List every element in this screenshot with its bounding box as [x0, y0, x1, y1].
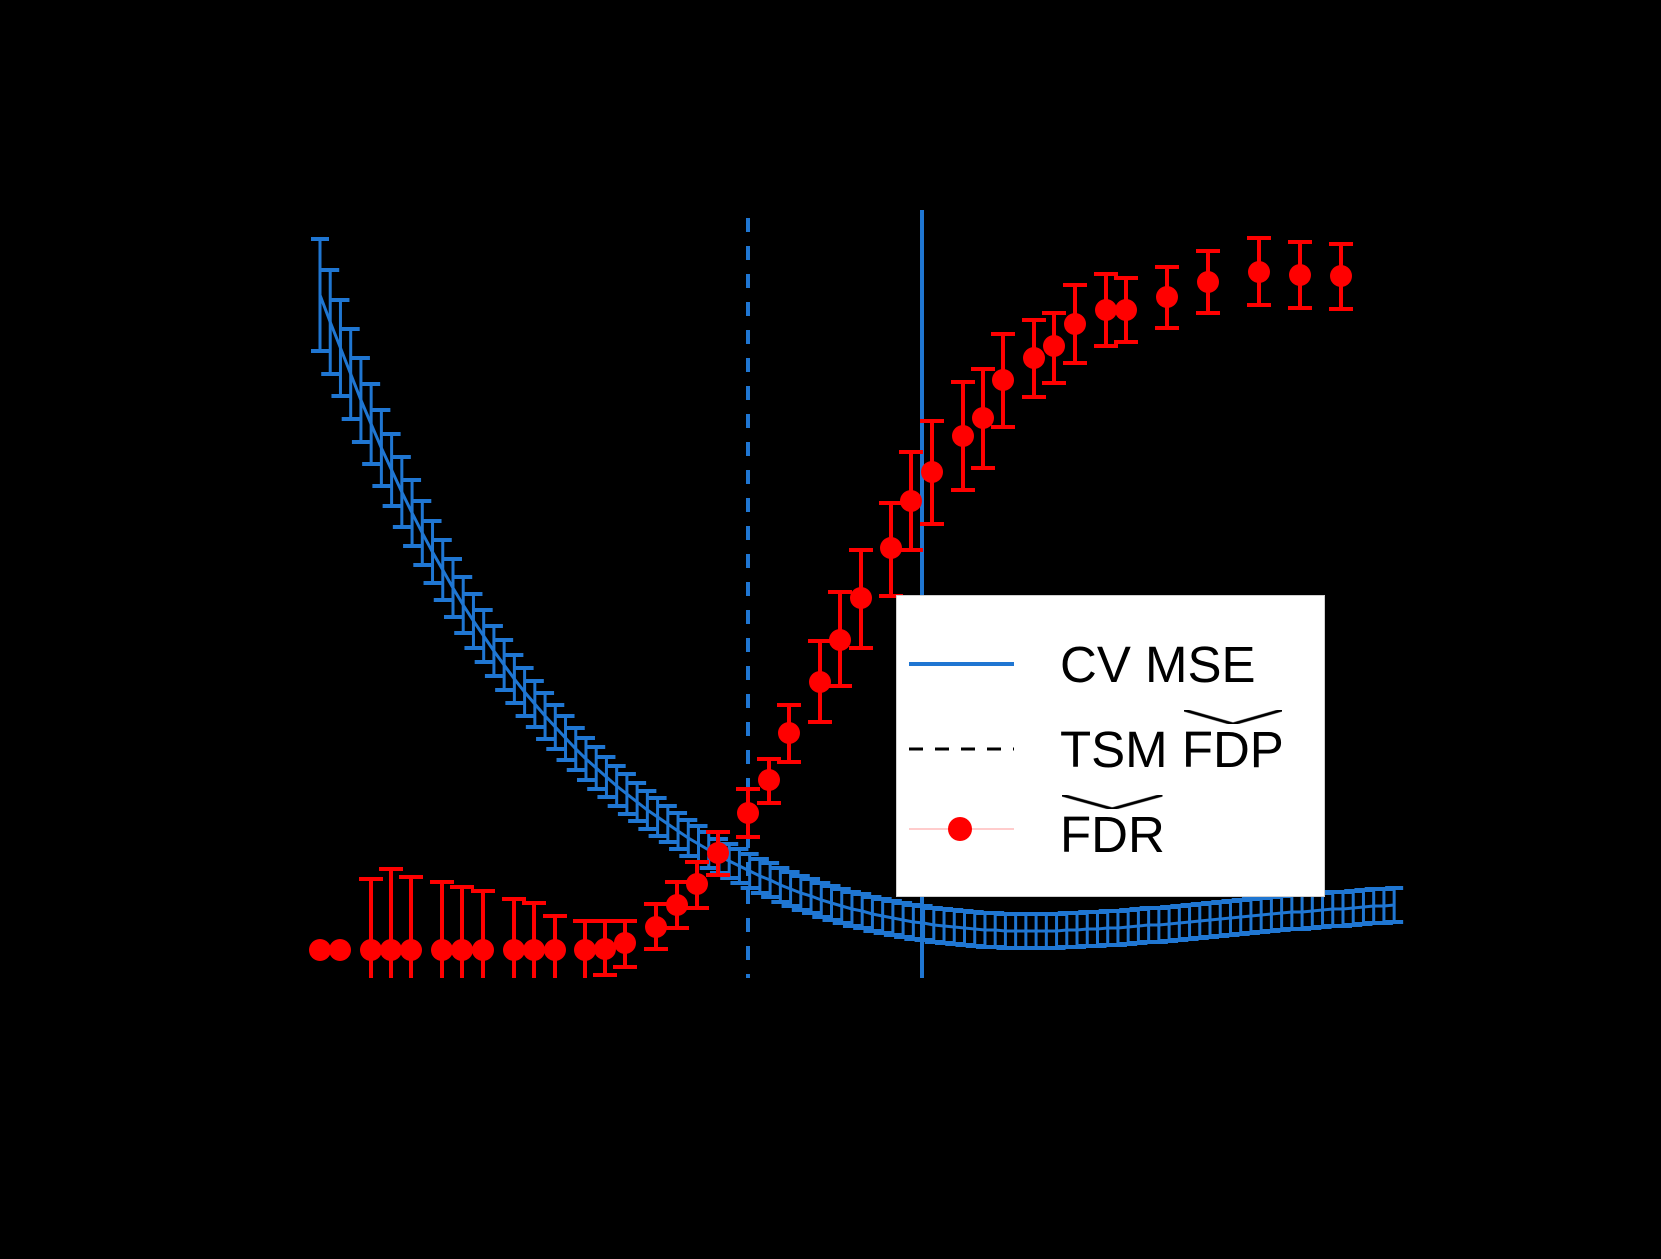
fdr-point-marker: [1330, 265, 1352, 287]
fdr-point-marker: [666, 894, 688, 916]
fdr-point-marker: [952, 425, 974, 447]
legend-label-fdp-hat: FDP: [1181, 710, 1284, 778]
fdr-point-marker: [850, 587, 872, 609]
fdr-point-marker: [1289, 264, 1311, 286]
legend-entry-fdr: FDR: [897, 791, 1324, 871]
dashed-line-swatch-icon: [909, 747, 1014, 751]
chart-legend: CV MSE TSM FDP FDR: [896, 595, 1325, 897]
legend-label-fdr-hat: FDR: [1060, 795, 1165, 863]
legend-label-fdr: FDR: [1060, 795, 1165, 863]
fdr-point-marker: [594, 938, 616, 960]
solid-line-swatch-icon: [909, 662, 1014, 666]
fdr-point-marker: [1248, 261, 1270, 283]
fdr-point-marker: [544, 939, 566, 961]
fdr-point-marker: [900, 490, 922, 512]
fdr-point-marker: [880, 537, 902, 559]
fdr-point-marker: [686, 873, 708, 895]
legend-label-tsm-fdp: TSM FDP: [1060, 710, 1284, 778]
legend-entry-cv-mse: CV MSE: [897, 626, 1324, 706]
legend-label-cv-mse: CV MSE: [1060, 636, 1256, 693]
fdr-point-marker: [309, 939, 331, 961]
fdr-point-marker: [707, 842, 729, 864]
fdr-point-marker: [503, 939, 525, 961]
fdr-point-marker: [992, 369, 1014, 391]
fdr-point-marker: [829, 629, 851, 651]
fdr-point-marker: [1197, 271, 1219, 293]
fdr-point-marker: [523, 939, 545, 961]
fdr-point-marker: [1043, 335, 1065, 357]
fdr-point-marker: [972, 407, 994, 429]
fdr-point-marker: [1156, 286, 1178, 308]
legend-entry-tsm-fdp: TSM FDP: [897, 710, 1324, 791]
legend-label-tsm-prefix: TSM: [1060, 721, 1182, 778]
circle-marker-swatch-icon: [909, 817, 1014, 841]
fdr-point-marker: [329, 939, 351, 961]
fdr-point-marker: [1064, 313, 1086, 335]
fdr-point-marker: [758, 769, 780, 791]
fdr-point-marker: [614, 932, 636, 954]
fdr-point-marker: [1023, 347, 1045, 369]
fdr-point-marker: [921, 461, 943, 483]
fdr-series: [309, 236, 1353, 978]
fdr-point-marker: [574, 939, 596, 961]
fdr-point-marker: [1095, 299, 1117, 321]
fdr-point-marker: [360, 939, 382, 961]
fdr-point-marker: [778, 722, 800, 744]
fdr-point-marker: [431, 939, 453, 961]
mse-line: [318, 294, 1395, 933]
fdr-point-marker: [400, 939, 422, 961]
fdr-point-marker: [737, 802, 759, 824]
fdr-point-marker: [472, 939, 494, 961]
fdr-point-marker: [380, 939, 402, 961]
fdr-point-marker: [1115, 299, 1137, 321]
fdr-point-marker: [809, 671, 831, 693]
cv-mse-series: [311, 237, 1404, 950]
fdr-point-marker: [451, 939, 473, 961]
fdr-point-marker: [645, 916, 667, 938]
